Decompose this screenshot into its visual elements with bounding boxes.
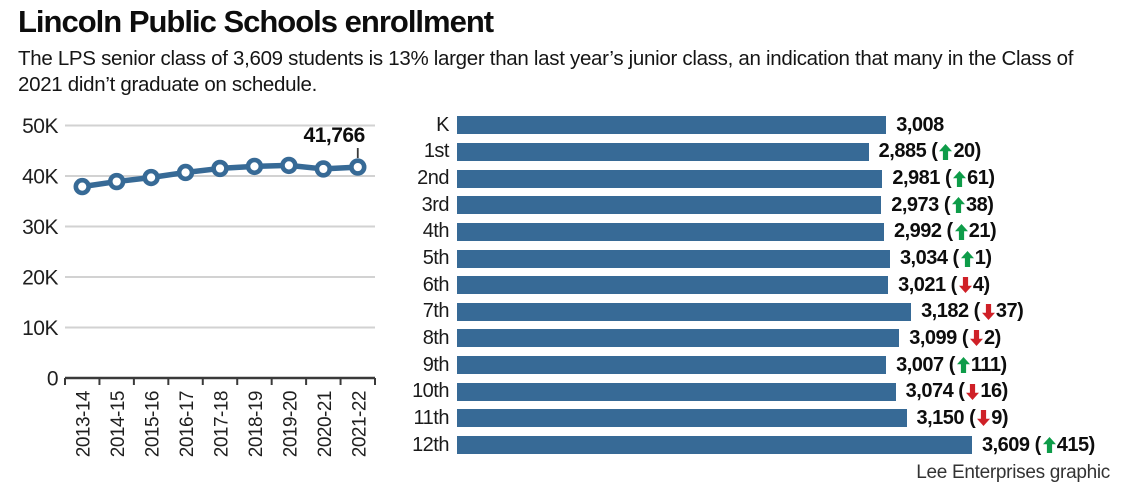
chart-subtitle: The LPS senior class of 3,609 students i… bbox=[18, 46, 1074, 96]
data-point-marker bbox=[280, 156, 298, 175]
grade-label: K bbox=[436, 113, 449, 136]
enrollment-bar bbox=[457, 436, 972, 454]
grade-label: 12th bbox=[412, 433, 449, 456]
enrollment-bar bbox=[457, 222, 884, 241]
x-tick-label: 2013-14 bbox=[74, 390, 95, 457]
value-label: 3,021 (4) bbox=[898, 273, 990, 296]
grade-label: 2nd bbox=[417, 167, 449, 190]
grade-label: 8th bbox=[422, 326, 450, 349]
data-point-marker bbox=[245, 157, 264, 176]
enrollment-bar bbox=[457, 142, 869, 161]
grade-label: 1st bbox=[423, 140, 450, 163]
enrollment-bar bbox=[457, 382, 896, 401]
bar-row: 10th 3,074 (16) bbox=[400, 378, 1132, 405]
bar-row: K 3,008 bbox=[400, 112, 1132, 139]
enrollment-bar bbox=[457, 276, 889, 295]
grade-label: 4th bbox=[422, 220, 450, 243]
x-tick-label: 2014-15 bbox=[108, 391, 129, 457]
value-label: 3,008 bbox=[896, 113, 944, 136]
x-tick-label: 2019-20 bbox=[280, 391, 301, 457]
peak-annotation: 41,766 bbox=[304, 124, 365, 147]
value-label: 2,885 (20) bbox=[878, 140, 982, 163]
y-tick-label: 10K bbox=[22, 317, 58, 340]
grade-label: 7th bbox=[422, 300, 450, 323]
x-tick-label: 2015-16 bbox=[143, 391, 164, 457]
up-arrow-icon bbox=[1042, 437, 1056, 453]
enrollment-bar bbox=[457, 249, 890, 268]
down-arrow-icon bbox=[966, 383, 980, 400]
data-point-marker bbox=[73, 177, 91, 196]
up-arrow-icon bbox=[960, 250, 974, 267]
grade-label: 5th bbox=[422, 247, 450, 270]
down-arrow-icon bbox=[958, 277, 972, 294]
down-arrow-icon bbox=[981, 303, 995, 320]
bar-row: 3rd 2,973 (38) bbox=[400, 192, 1132, 219]
header: Lincoln Public Schools enrollment The LP… bbox=[18, 4, 1122, 98]
page-title: Lincoln Public Schools enrollment bbox=[18, 4, 494, 39]
up-arrow-icon bbox=[939, 143, 953, 160]
down-arrow-icon bbox=[977, 410, 991, 427]
up-arrow-icon bbox=[954, 223, 968, 240]
x-tick-label: 2017-18 bbox=[212, 391, 233, 457]
bar-row: 2nd 2,981 (61) bbox=[400, 165, 1132, 192]
y-tick-label: 20K bbox=[22, 267, 58, 290]
credit-line: Lee Enterprises graphic bbox=[916, 462, 1110, 483]
data-point-marker bbox=[107, 172, 126, 191]
y-tick-label: 0 bbox=[47, 368, 58, 391]
value-label: 3,150 (9) bbox=[916, 406, 1009, 429]
value-label: 2,973 (38) bbox=[891, 193, 994, 216]
data-point-marker bbox=[349, 158, 367, 176]
value-label: 3,182 (37) bbox=[921, 300, 1024, 323]
value-label: 2,992 (21) bbox=[893, 220, 997, 243]
grade-label: 6th bbox=[422, 273, 450, 296]
down-arrow-icon bbox=[969, 330, 983, 347]
enrollment-bar bbox=[457, 356, 887, 375]
y-tick-label: 30K bbox=[22, 216, 58, 239]
value-label: 3,074 (16) bbox=[905, 380, 1009, 403]
data-point-marker bbox=[211, 159, 229, 178]
grade-label: 10th bbox=[412, 380, 449, 403]
bar-row: 5th 3,034 (1) bbox=[400, 245, 1132, 272]
bar-row: 4th 2,992 (21) bbox=[400, 219, 1132, 246]
grade-bar-chart: K 3,008 1st 2,885 (20) 2nd 2,981 (61) 3rd 2,973… bbox=[400, 112, 1132, 462]
bar-row: 6th 3,021 (4) bbox=[400, 272, 1132, 299]
value-label: 3,007 (111) bbox=[896, 353, 1007, 376]
x-tick-label: 2018-19 bbox=[246, 391, 267, 457]
bar-row: 1st 2,885 (20) bbox=[400, 139, 1132, 166]
up-arrow-icon bbox=[956, 357, 970, 374]
enrollment-bar bbox=[457, 409, 907, 428]
grade-label: 3rd bbox=[421, 193, 450, 216]
data-point-marker bbox=[314, 160, 333, 178]
data-point-marker bbox=[142, 168, 160, 187]
enrollment-trend-chart: 0 10K 20K 30K 40K 50K 2013-14 2014-15 2015-16 201… bbox=[0, 108, 400, 500]
value-label: 2,981 (61) bbox=[892, 167, 995, 190]
enrollment-bar bbox=[457, 329, 900, 348]
bar-row: 8th 3,099 (2) bbox=[400, 325, 1132, 352]
bar-row: 12th 3,609 (415) bbox=[400, 432, 1132, 459]
value-label: 3,099 (2) bbox=[909, 326, 1001, 349]
bar-row: 7th 3,182 (37) bbox=[400, 298, 1132, 325]
y-tick-label: 40K bbox=[22, 166, 58, 189]
x-tick-label: 2016-17 bbox=[177, 391, 198, 457]
bar-row: 11th 3,150 (9) bbox=[400, 405, 1132, 432]
bar-row: 9th 3,007 (111) bbox=[400, 352, 1132, 379]
x-tick-label: 2021-22 bbox=[349, 391, 370, 457]
enrollment-bar bbox=[457, 302, 912, 321]
value-label: 3,034 (1) bbox=[899, 247, 992, 270]
y-tick-label: 50K bbox=[22, 115, 58, 138]
up-arrow-icon bbox=[953, 170, 967, 187]
x-tick-label: 2020-21 bbox=[315, 391, 336, 457]
value-label: 3,609 (415) bbox=[982, 433, 1095, 456]
up-arrow-icon bbox=[952, 197, 965, 214]
enrollment-bar bbox=[457, 116, 887, 135]
trend-line-svg: 0 10K 20K 30K 40K 50K 2013-14 2014-15 2015-16 201… bbox=[22, 115, 376, 457]
grade-label: 11th bbox=[413, 406, 450, 429]
grade-label: 9th bbox=[422, 353, 450, 376]
enrollment-bar bbox=[457, 196, 882, 215]
enrollment-bar bbox=[457, 169, 883, 188]
data-point-marker bbox=[176, 163, 195, 182]
